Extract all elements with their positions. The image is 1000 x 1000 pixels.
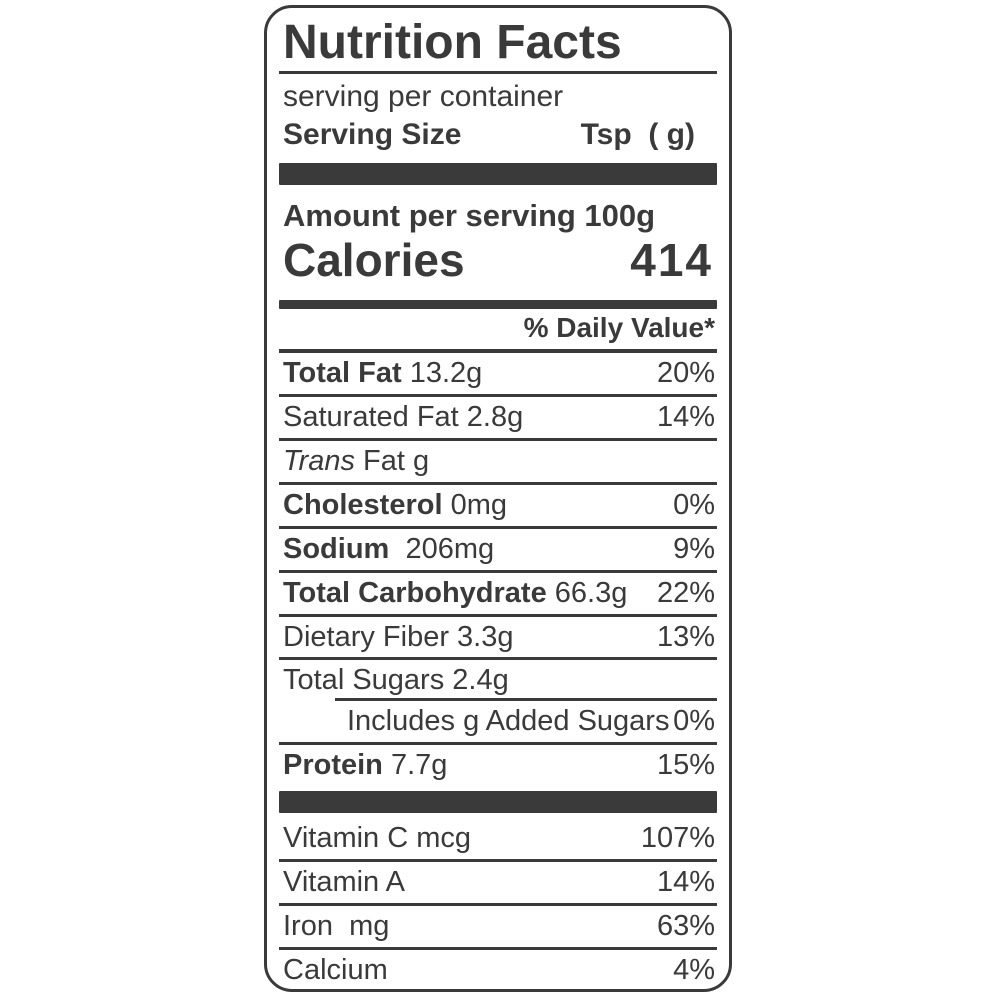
calories-label: Calories	[283, 233, 465, 286]
vitamin-name: Iron mg	[283, 909, 390, 942]
nutrient-row: Dietary Fiber 3.3g 13%	[279, 617, 717, 661]
nutrient-daily-value: 0%	[673, 705, 715, 738]
nutrient-row: Total Fat 13.2g 20%	[279, 353, 717, 398]
amount-per-serving-text: Amount per serving 100g	[283, 197, 656, 233]
nutrient-row: Protein 7.7g 15%	[279, 745, 717, 786]
nutrient-daily-value: 13%	[656, 620, 715, 653]
serving-size-value: Tsp ( g)	[580, 117, 695, 151]
label-title: Nutrition Facts	[279, 14, 717, 74]
vitamin-rows: Vitamin C mcg 107% Vitamin A 14% Iron mg 63% C…	[279, 818, 717, 989]
nutrition-facts-label: Nutrition Facts serving per container Se…	[264, 5, 732, 992]
nutrient-daily-value: 9%	[673, 532, 715, 565]
nutrient-row: Saturated Fat 2.8g 14%	[279, 397, 717, 441]
calories-row: Calories 414	[279, 234, 717, 292]
nutrient-row: Total Carbohydrate 66.3g 22%	[279, 573, 717, 617]
nutrient-name: Saturated Fat 2.8g	[283, 401, 524, 434]
nutrient-row: Cholesterol 0mg 0%	[279, 485, 717, 529]
nutrient-name: Total Sugars 2.4g	[283, 664, 509, 697]
nutrient-name: Total Fat 13.2g	[283, 357, 483, 390]
nutrient-row: Includes g Added Sugars 0%	[279, 701, 717, 746]
vitamin-name: Calcium	[283, 953, 388, 986]
serving-size-label: Serving Size	[283, 117, 462, 151]
nutrient-daily-value: 14%	[656, 401, 715, 434]
nutrient-name: Trans Fat g	[283, 444, 430, 477]
vitamin-daily-value: 4%	[673, 953, 715, 986]
vitamin-daily-value: 63%	[656, 909, 715, 942]
nutrient-name: Sodium 206mg	[283, 532, 495, 565]
nutrient-name: Cholesterol 0mg	[283, 488, 508, 521]
nutrient-rows: Total Fat 13.2g 20% Saturated Fat 2.8g 14% T…	[279, 353, 717, 786]
thick-divider-bar-middle	[279, 791, 717, 814]
vitamin-daily-value: 107%	[640, 822, 715, 855]
nutrient-name: Dietary Fiber 3.3g	[283, 620, 514, 653]
vitamin-daily-value: 14%	[656, 865, 715, 898]
nutrient-daily-value: 15%	[656, 749, 715, 782]
nutrient-name: Total Carbohydrate 66.3g	[283, 576, 628, 609]
vitamin-row: Vitamin C mcg 107%	[279, 818, 717, 862]
vitamin-row: Iron mg 63%	[279, 906, 717, 950]
nutrient-name: Includes g Added Sugars	[347, 705, 670, 738]
serving-size-row: Serving Size Tsp ( g)	[279, 114, 717, 158]
nutrient-name: Protein 7.7g	[283, 749, 448, 782]
nutrient-row: Sodium 206mg 9%	[279, 529, 717, 573]
vitamin-name: Vitamin C mcg	[283, 822, 472, 855]
vitamin-name: Vitamin A	[283, 865, 405, 898]
nutrient-daily-value: 22%	[656, 576, 715, 609]
serving-per-container-text: serving per container	[283, 79, 564, 113]
thick-divider-bar-top	[279, 162, 717, 185]
vitamin-row: Calcium 4%	[279, 950, 717, 989]
calories-value: 414	[630, 233, 713, 286]
vitamin-row: Vitamin A 14%	[279, 862, 717, 906]
nutrient-daily-value: 20%	[656, 357, 715, 390]
nutrient-row: Trans Fat g	[279, 441, 717, 485]
nutrient-row: Total Sugars 2.4g	[279, 660, 717, 702]
medium-divider-bar	[279, 300, 717, 310]
daily-value-header: % Daily Value*	[279, 309, 717, 354]
nutrient-daily-value: 0%	[673, 488, 715, 521]
